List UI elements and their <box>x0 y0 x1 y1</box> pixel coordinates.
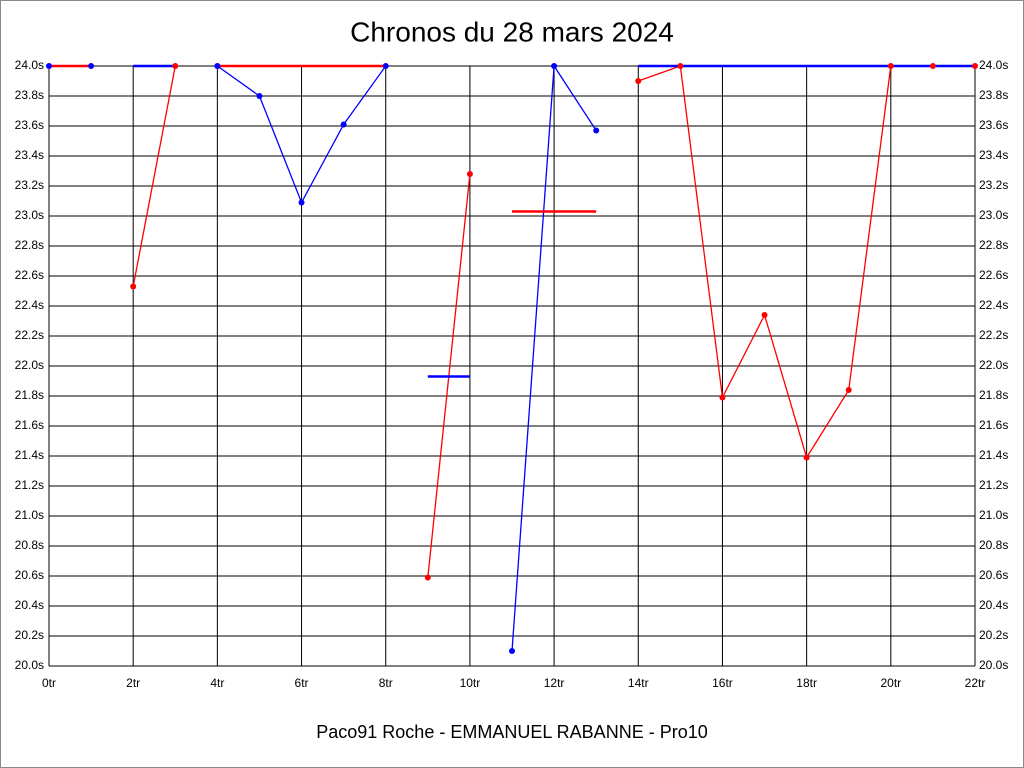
chart-subtitle: Paco91 Roche - EMMANUEL RABANNE - Pro10 <box>316 722 707 742</box>
data-point <box>593 127 600 134</box>
data-point <box>719 394 726 401</box>
y-tick-label: 21.4s <box>15 448 44 462</box>
x-tick-label: 2tr <box>126 676 140 690</box>
y-tick-label: 23.0s <box>15 208 44 222</box>
x-tick-label: 16tr <box>712 676 733 690</box>
data-point <box>382 63 389 69</box>
y-tick-label: 21.0s <box>15 508 44 522</box>
y-tick-label: 22.2s <box>15 328 44 342</box>
y2-tick-label: 21.2s <box>979 478 1008 492</box>
y2-tick-label: 20.2s <box>979 628 1008 642</box>
y-tick-label: 20.4s <box>15 598 44 612</box>
y-tick-label: 22.0s <box>15 358 44 372</box>
data-point <box>509 648 515 654</box>
y2-tick-label: 22.2s <box>979 328 1008 342</box>
y-tick-label: 20.0s <box>15 658 44 672</box>
x-tick-label: 14tr <box>628 676 649 690</box>
y2-tick-label: 24.0s <box>979 58 1008 72</box>
x-tick-label: 20tr <box>880 676 901 690</box>
series-line <box>132 65 176 287</box>
y-tick-label: 21.8s <box>15 388 44 402</box>
y-tick-label: 23.8s <box>15 88 44 102</box>
y2-tick-label: 22.8s <box>979 238 1008 252</box>
data-point <box>256 93 263 99</box>
data-point <box>298 199 305 206</box>
y2-tick-label: 21.0s <box>979 508 1008 522</box>
y2-tick-label: 20.6s <box>979 568 1008 582</box>
y2-tick-label: 21.6s <box>979 418 1008 432</box>
data-point <box>929 63 936 69</box>
data-point <box>803 454 810 461</box>
y2-tick-label: 22.0s <box>979 358 1008 372</box>
data-point <box>130 283 137 290</box>
data-point <box>214 63 221 69</box>
y-tick-label: 23.4s <box>15 148 44 162</box>
data-point <box>88 63 95 69</box>
y-tick-label: 21.6s <box>15 418 44 432</box>
y2-tick-label: 23.0s <box>979 208 1008 222</box>
data-point <box>761 312 768 318</box>
chart-title: Chronos du 28 mars 2024 <box>350 16 674 47</box>
data-point <box>677 63 684 69</box>
y2-tick-label: 23.8s <box>979 88 1008 102</box>
y2-tick-label: 20.8s <box>979 538 1008 552</box>
y-tick-label: 20.2s <box>15 628 44 642</box>
y-tick-label: 22.6s <box>15 268 44 282</box>
y2-tick-label: 23.6s <box>979 118 1008 132</box>
y-tick-label: 23.2s <box>15 178 44 192</box>
y2-tick-label: 22.4s <box>979 298 1008 312</box>
x-tick-label: 8tr <box>379 676 393 690</box>
y-tick-label: 22.8s <box>15 238 44 252</box>
y2-tick-label: 23.4s <box>979 148 1008 162</box>
data-point <box>46 63 52 69</box>
y-tick-label: 20.8s <box>15 538 44 552</box>
data-point <box>172 63 179 69</box>
data-point <box>845 387 852 393</box>
y2-tick-label: 21.8s <box>979 388 1008 402</box>
data-point <box>551 63 558 69</box>
x-tick-label: 0tr <box>42 676 56 690</box>
y2-tick-label: 22.6s <box>979 268 1008 282</box>
data-point <box>466 171 473 177</box>
x-tick-label: 22tr <box>965 676 986 690</box>
y-tick-label: 23.6s <box>15 118 44 132</box>
y-tick-label: 24.0s <box>15 58 44 72</box>
x-tick-label: 12tr <box>544 676 565 690</box>
y2-tick-label: 20.4s <box>979 598 1008 612</box>
x-tick-label: 10tr <box>460 676 481 690</box>
y2-tick-label: 21.4s <box>979 448 1008 462</box>
y-tick-label: 22.4s <box>15 298 44 312</box>
y2-tick-label: 23.2s <box>979 178 1008 192</box>
y2-tick-label: 20.0s <box>979 658 1008 672</box>
data-point <box>635 78 642 84</box>
data-point <box>424 574 431 581</box>
x-tick-label: 6tr <box>295 676 309 690</box>
x-tick-label: 18tr <box>796 676 817 690</box>
data-point <box>340 121 347 128</box>
y-tick-label: 20.6s <box>15 568 44 582</box>
data-point <box>972 63 978 69</box>
y-tick-label: 21.2s <box>15 478 44 492</box>
data-point <box>887 63 894 69</box>
x-tick-label: 4tr <box>210 676 224 690</box>
